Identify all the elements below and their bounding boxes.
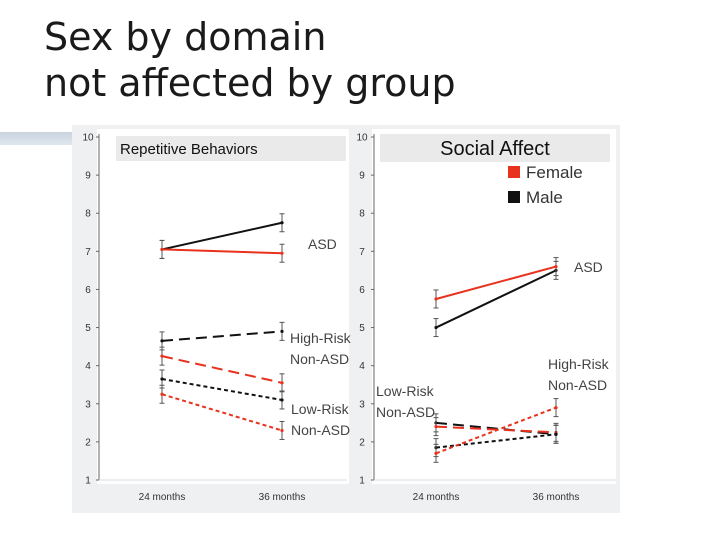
series-point [434,297,438,301]
plot-area-right [372,129,616,484]
y-tick-label: 3 [85,399,91,410]
group-annotation-non-asd: Non-ASD [290,351,349,367]
y-tick-label: 1 [359,476,365,487]
x-tick-label: 36 months [259,492,306,503]
group-annotation-non-asd: Non-ASD [548,377,607,393]
x-tick-label: 24 months [413,492,460,503]
y-tick-label: 8 [359,209,365,220]
slide-title-line-2: not affected by group [44,61,456,105]
x-tick-label: 36 months [533,492,580,503]
series-point [434,451,438,455]
y-tick-label: 8 [85,209,91,220]
chart-title-box [380,134,610,162]
series-point [280,329,284,333]
group-annotation-low-risk: Low-Risk [291,401,350,417]
slide-title: Sex by domain not affected by group [44,14,664,106]
y-tick-label: 7 [85,247,91,258]
y-tick-label: 6 [359,285,365,296]
series-point [434,425,438,429]
y-tick-label: 5 [359,323,365,334]
series-line-asd-female [161,248,283,255]
y-tick-label: 1 [85,476,91,487]
chart-title: Social Affect [440,138,550,160]
y-tick-label: 10 [82,133,94,144]
series-point [434,325,438,330]
series-line-high-risk-non-asd-male [161,330,283,342]
series-point [160,339,164,343]
series-line-asd-male [435,269,557,329]
chart-repetitive-behaviors: 1 2 3 4 5 6 7 8 9 10 24 months 36 months Repetitive … [82,133,351,504]
slide-title-line-1: Sex by domain [44,15,327,59]
legend-swatch-female [508,166,520,178]
series-point [280,398,284,402]
plot-area-left [97,129,349,484]
y-tick-label: 6 [85,285,91,296]
y-tick-label: 9 [359,171,365,182]
y-tick-label: 10 [356,133,368,144]
y-tick-label: 3 [359,399,365,410]
series-point [160,354,164,358]
group-annotation-asd: ASD [308,236,337,252]
series-point [160,392,164,396]
y-tick-label: 5 [85,323,91,334]
group-annotation-high-risk: High-Risk [290,330,352,346]
chart-social-affect: 1 2 3 4 5 6 7 8 9 10 24 months 36 months Social Affe… [356,133,616,503]
series-point [280,428,284,433]
series-point [160,377,164,381]
series-point [280,251,284,255]
group-annotation-high-risk: High-Risk [548,356,610,372]
series-line-low-risk-non-asd-female [435,406,557,455]
group-annotation-non-asd: Non-ASD [291,422,350,438]
legend: Female Male [508,163,583,207]
y-tick-label: 4 [85,361,91,372]
series-line-low-risk-non-asd-male [435,433,557,449]
series-line-asd-female [435,265,557,300]
y-tick-label: 9 [85,171,91,182]
series-point [160,247,164,252]
chart-title-box [116,136,346,161]
series-point [280,221,284,225]
group-annotation-low-risk: Low-Risk [376,383,435,399]
x-tick-label: 24 months [139,492,186,503]
series-line-high-risk-non-asd-female [161,355,283,384]
y-tick-label: 2 [359,437,365,448]
series-point [554,432,558,436]
series-point [554,264,558,269]
series-point [280,381,284,385]
legend-swatch-male [508,191,520,203]
group-annotation-asd: ASD [574,259,603,275]
legend-label-female: Female [526,163,583,182]
group-annotation-non-asd: Non-ASD [376,404,435,420]
y-tick-label: 4 [359,361,365,372]
y-tick-label: 2 [85,437,91,448]
series-line-asd-male [161,221,283,251]
title-accent-bar [0,132,75,145]
series-line-low-risk-non-asd-male [161,378,283,401]
y-tick-label: 7 [359,247,365,258]
legend-label-male: Male [526,188,563,207]
series-point [554,405,558,410]
chart-title: Repetitive Behaviors [120,141,258,158]
